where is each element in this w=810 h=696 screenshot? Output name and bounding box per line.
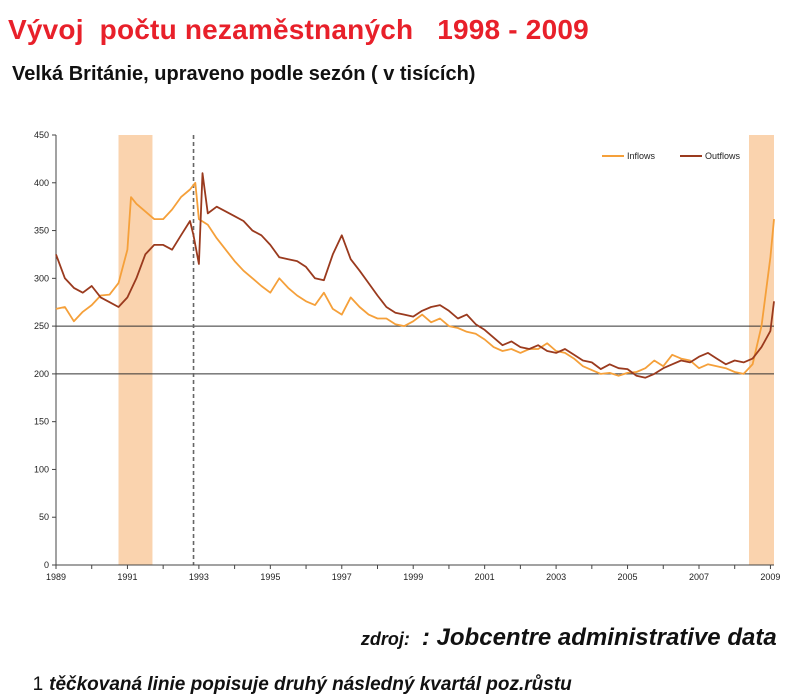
y-tick-label-250: 250: [34, 321, 49, 331]
page-title: Vývoj počtu nezaměstnaných 1998 - 2009: [8, 14, 589, 45]
x-tick-label-1999: 1999: [403, 572, 423, 582]
series-line-inflows: [55, 181, 775, 377]
footnote-text: těčkovaná linie popisuje druhý následný …: [49, 674, 572, 695]
x-tick-label-1993: 1993: [189, 572, 209, 582]
y-tick-label-150: 150: [34, 417, 49, 427]
legend-label-inflows: Inflows: [627, 151, 656, 161]
x-tick-label-1991: 1991: [117, 572, 137, 582]
x-tick-label-2005: 2005: [618, 572, 638, 582]
x-tick-label-2001: 2001: [475, 572, 495, 582]
x-tick-label-2009: 2009: [760, 572, 780, 582]
recession-shading: [118, 135, 774, 565]
legend-label-outflows: Outflows: [705, 151, 741, 161]
x-tick-label-2003: 2003: [546, 572, 566, 582]
source-label: zdroj:: [360, 629, 410, 649]
y-tick-label-0: 0: [44, 560, 49, 570]
recession-shade-2: [748, 135, 774, 565]
chart-series: [55, 172, 775, 379]
source-note: zdroj: : Jobcentre administrative data: [352, 606, 777, 651]
source-value: : Jobcentre administrative data: [421, 624, 777, 651]
x-axis-ticks: 1989 1991 1993 1995 1997 1999 2001 2003 2005 2007…: [46, 565, 780, 582]
y-tick-label-350: 350: [34, 226, 49, 236]
x-tick-label-1995: 1995: [260, 572, 280, 582]
recession-shade-1: [118, 135, 153, 565]
chart-svg: 0 50 100 150 200 250 300 350 400 450 1989 1991 1993…: [34, 130, 780, 582]
y-tick-label-200: 200: [34, 369, 49, 379]
y-axis-ticks: 0 50 100 150 200 250 300 350 400 450: [34, 130, 56, 570]
y-tick-label-100: 100: [34, 464, 49, 474]
y-tick-label-50: 50: [39, 512, 49, 522]
x-tick-label-1997: 1997: [332, 572, 352, 582]
y-tick-label-300: 300: [34, 273, 49, 283]
x-tick-label-1989: 1989: [46, 572, 66, 582]
chart-axes: [55, 135, 774, 566]
chart-legend: Inflows Outflows: [602, 151, 741, 161]
footnote: 1 těčkovaná linie popisuje druhý následný…: [22, 652, 572, 696]
series-line-outflows: [55, 172, 775, 379]
unemployment-flows-chart: 0 50 100 150 200 250 300 350 400 450 1989 1991 1993…: [0, 110, 810, 605]
x-tick-label-2007: 2007: [689, 572, 709, 582]
page-subtitle: Velká Británie, upraveno podle sezón ( v…: [12, 63, 476, 85]
y-tick-label-450: 450: [34, 130, 49, 140]
y-tick-label-400: 400: [34, 178, 49, 188]
footnote-number: 1: [32, 674, 44, 695]
